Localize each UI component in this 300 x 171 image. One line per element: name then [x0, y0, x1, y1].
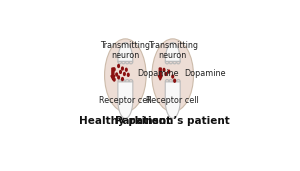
Circle shape [122, 67, 123, 70]
Circle shape [165, 73, 167, 75]
Polygon shape [118, 82, 133, 118]
Polygon shape [165, 82, 180, 118]
Circle shape [118, 64, 119, 67]
Circle shape [116, 73, 118, 76]
Circle shape [125, 68, 127, 71]
FancyArrow shape [158, 68, 162, 80]
Text: Healthy patient: Healthy patient [79, 116, 171, 126]
Circle shape [113, 78, 115, 81]
Circle shape [152, 39, 194, 112]
Circle shape [163, 68, 165, 71]
FancyArrow shape [111, 68, 115, 80]
Circle shape [105, 39, 146, 112]
Circle shape [118, 76, 119, 79]
Text: Transmitting
neuron: Transmitting neuron [148, 41, 198, 60]
Circle shape [172, 75, 173, 78]
Circle shape [174, 79, 176, 82]
Text: Receptor cell: Receptor cell [99, 96, 152, 105]
Circle shape [120, 70, 122, 73]
Polygon shape [118, 43, 133, 61]
Circle shape [122, 78, 123, 81]
Polygon shape [165, 43, 180, 61]
Text: Dopamine: Dopamine [137, 69, 178, 78]
Text: Receptor cell: Receptor cell [146, 96, 199, 105]
Text: Dopamine: Dopamine [184, 69, 226, 78]
Circle shape [113, 68, 115, 71]
Circle shape [168, 70, 170, 73]
Circle shape [124, 73, 125, 75]
Circle shape [128, 73, 129, 76]
Text: Parkinson’s patient: Parkinson’s patient [115, 116, 230, 126]
Text: Transmitting
neuron: Transmitting neuron [100, 41, 150, 60]
